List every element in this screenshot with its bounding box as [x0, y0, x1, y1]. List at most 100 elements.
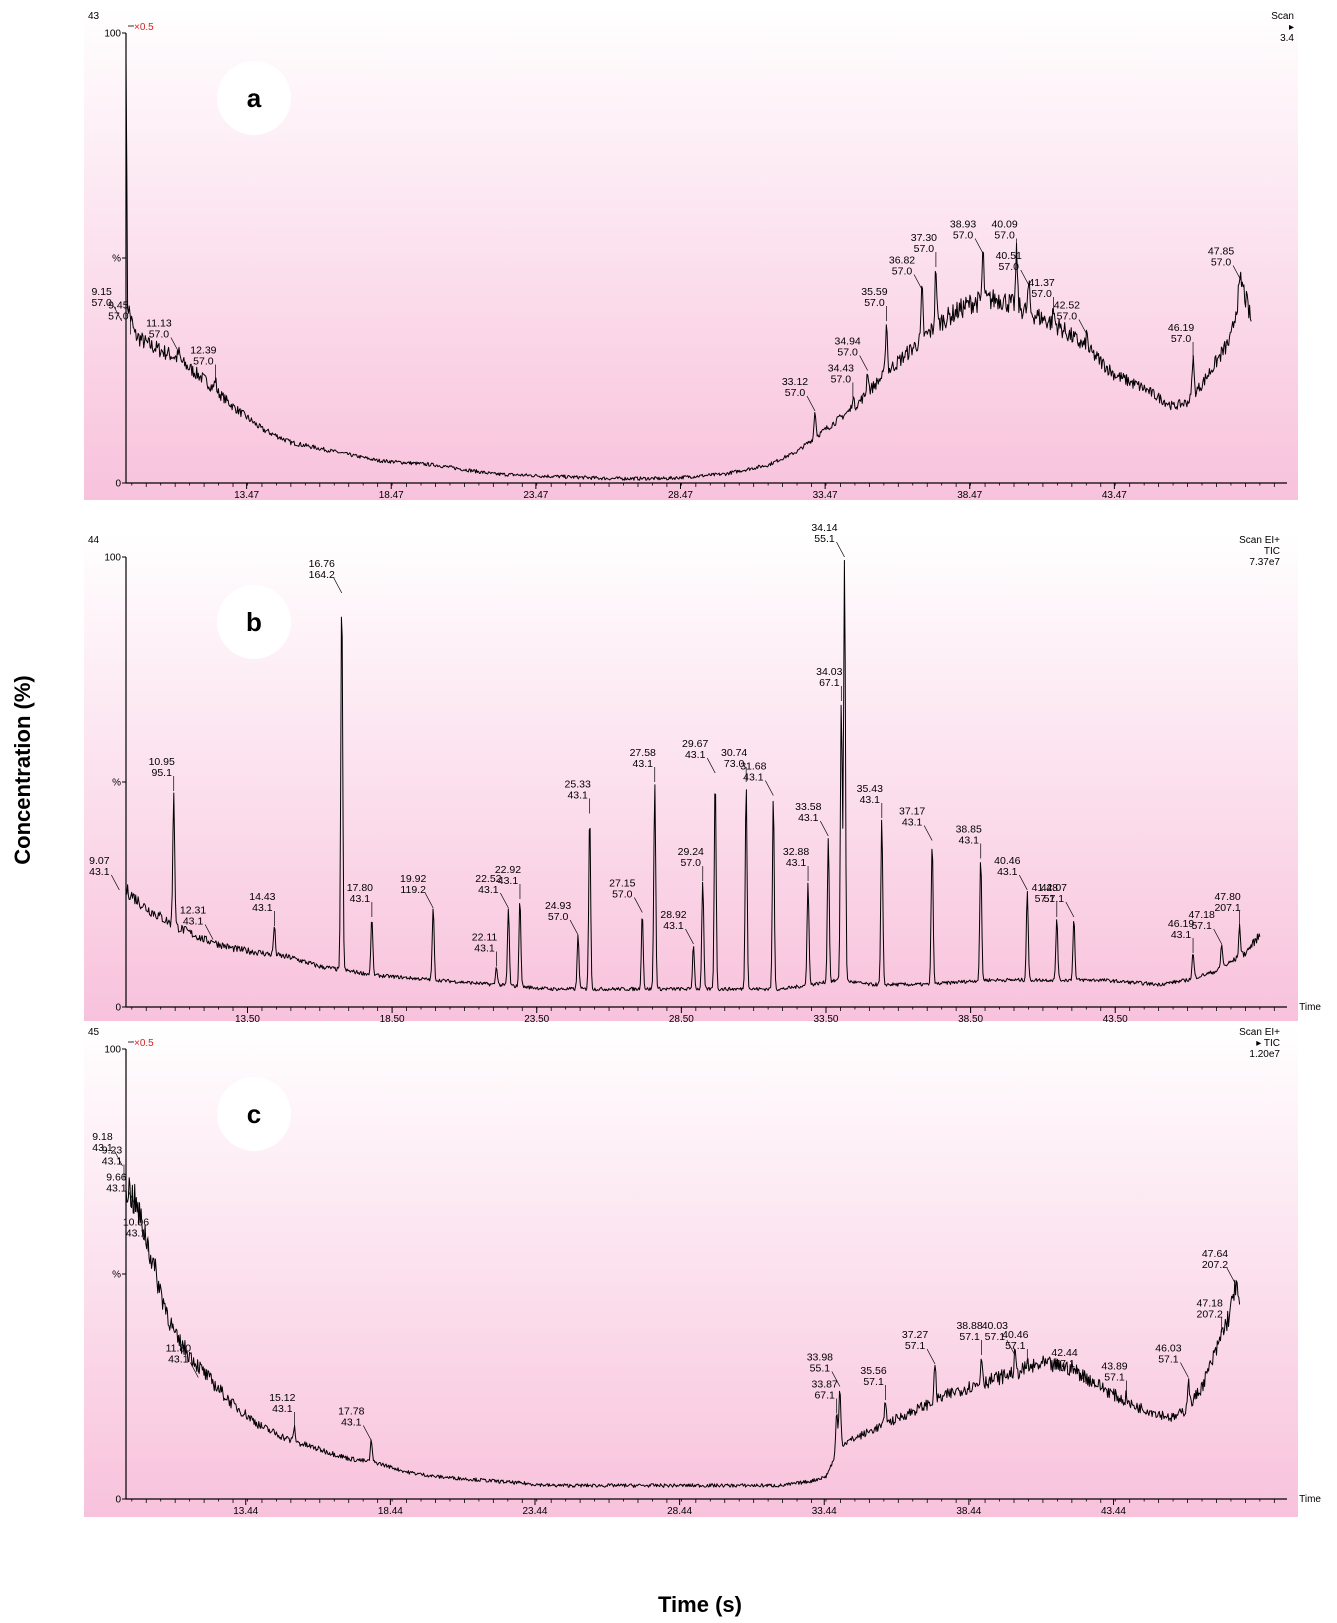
y-tick-label: 100 [104, 1045, 121, 1056]
peak-label: 27.15 57.0 [609, 878, 635, 901]
peak-label: 22.52 43.1 [475, 873, 501, 896]
y-tick-label: 0 [115, 1495, 121, 1506]
peak-label: 38.85 43.1 [956, 824, 982, 847]
y-axis-title: Concentration (%) [10, 675, 35, 864]
x-tick-label: 23.44 [522, 1506, 547, 1517]
peak-label: 47.18 207.2 [1197, 1298, 1223, 1321]
peak-label: 41.37 57.0 [1028, 277, 1054, 300]
peak-label: 22.92 43.1 [495, 864, 521, 887]
peak-label: 34.03 67.1 [816, 666, 842, 689]
peak-label: 42.44 57.1 [1051, 1347, 1077, 1370]
header-right-line: Scan [1271, 11, 1294, 22]
peak-leader-line [1076, 1366, 1085, 1383]
peak-leader-line [1006, 1339, 1016, 1356]
peak-label: 10.95 95.1 [149, 756, 175, 779]
x-tick-label: 28.44 [667, 1506, 692, 1517]
peak-label: 36.82 57.0 [889, 255, 915, 278]
peak-label: 32.88 43.1 [783, 846, 809, 869]
peak-label: 11.80 43.1 [166, 1343, 192, 1366]
x-tick-label: 18.50 [380, 1014, 405, 1025]
peak-leader-line [1065, 901, 1075, 918]
peak-label: 37.17 43.1 [899, 806, 925, 829]
peak-label: 28.92 43.1 [660, 909, 686, 932]
peak-leader-line [819, 820, 829, 837]
peak-label: 29.24 57.0 [678, 846, 704, 869]
peak-leader-line [706, 757, 716, 774]
peak-leader-line [634, 897, 643, 913]
header-right-line: Scan EI+ [1239, 1027, 1280, 1038]
peak-leader-line [836, 541, 845, 558]
peak-leader-line [111, 874, 120, 891]
peak-label: 47.64 207.2 [1202, 1248, 1228, 1271]
peak-label: 15.12 43.1 [269, 1392, 295, 1415]
peak-label: 9.15 57.0 [91, 286, 112, 309]
x-tick-label: 13.44 [233, 1506, 258, 1517]
peak-label: 40.09 57.0 [991, 219, 1017, 242]
peak-leader-line [113, 305, 122, 322]
peak-label: 29.67 43.1 [682, 738, 708, 761]
corner-number: 45 [88, 1027, 100, 1038]
peak-leader-line [859, 355, 868, 371]
peak-label: 12.31 43.1 [180, 905, 206, 928]
x-tick-label: 38.47 [957, 490, 982, 501]
peak-leader-line [926, 1348, 936, 1365]
peak-label: 47.18 57.1 [1189, 909, 1215, 932]
panel-label: a [247, 83, 262, 113]
peak-leader-line [974, 238, 984, 254]
peak-label: 12.39 57.0 [190, 345, 216, 368]
peak-leader-line [500, 892, 509, 909]
x-tick-label: 43.47 [1102, 490, 1127, 501]
header-right-line: 7.37e7 [1249, 557, 1280, 568]
peak-label: 40.51 57.0 [996, 250, 1022, 273]
chromatogram-panel-a: a 43 ×0.5 Scan▸3.4 100% 0 13.47 18.47 23.47 28.47… [84, 8, 1298, 501]
peak-label: 9.07 43.1 [89, 855, 110, 878]
y-tick-label: % [112, 254, 121, 265]
x-tick-label: 43.50 [1103, 1014, 1128, 1025]
peak-label: 9.23 43.1 [102, 1145, 123, 1168]
peak-leader-line [913, 274, 923, 290]
y-tick-label: % [112, 1270, 121, 1281]
peak-leader-line [333, 577, 343, 594]
peak-label: 22.11 43.1 [472, 932, 498, 955]
peak-label: 9.66 43.1 [106, 1172, 127, 1195]
peak-label: 40.46 57.1 [1002, 1329, 1028, 1352]
peak-label: 16.76 164.2 [309, 558, 335, 581]
header-right-line: 1.20e7 [1249, 1049, 1280, 1060]
peak-leader-line [362, 1425, 372, 1441]
peak-label: 30.74 73.0 [721, 747, 747, 770]
header-right-line: Scan EI+ [1239, 535, 1280, 546]
peak-label: 42.52 57.0 [1054, 300, 1080, 323]
peak-label: 34.14 55.1 [811, 522, 837, 545]
x-tick-label: 33.44 [812, 1506, 837, 1517]
peak-label: 33.87 67.1 [812, 1379, 838, 1402]
y-tick-label: 0 [115, 1003, 121, 1014]
panel-label-badge [217, 585, 291, 659]
peak-label: 11.13 57.0 [146, 318, 172, 341]
peak-label: 40.03 57.1 [982, 1320, 1008, 1343]
peak-label: 10.06 43.1 [123, 1217, 149, 1240]
peak-label: 17.78 43.1 [338, 1406, 364, 1429]
peak-leader-line [1213, 928, 1222, 945]
peak-label: 34.94 57.0 [834, 336, 860, 359]
scale-note: ×0.5 [134, 22, 154, 33]
peak-label: 24.93 57.0 [545, 900, 571, 923]
header-right-line: ▸ TIC [1256, 1038, 1280, 1049]
peak-leader-line [923, 825, 933, 841]
x-tick-label: 33.47 [813, 490, 838, 501]
peak-label: 46.19 57.0 [1168, 322, 1194, 345]
x-tick-label: 13.47 [234, 490, 259, 501]
y-tick-label: % [112, 778, 121, 789]
x-tick-label: 18.44 [378, 1506, 403, 1517]
peak-label: 46.03 57.1 [1155, 1343, 1181, 1366]
x-tick-label: 18.47 [379, 490, 404, 501]
peak-label: 17.80 43.1 [347, 882, 373, 905]
peak-label: 37.30 57.0 [911, 232, 937, 255]
peak-label: 47.80 207.1 [1214, 891, 1240, 914]
peak-label: 33.98 55.1 [807, 1352, 833, 1375]
peak-label: 27.58 43.1 [630, 747, 656, 770]
peak-leader-line [806, 395, 816, 412]
x-tick-label: 43.44 [1101, 1506, 1126, 1517]
y-tick-label: 0 [115, 479, 121, 490]
peak-leader-line [569, 919, 579, 936]
